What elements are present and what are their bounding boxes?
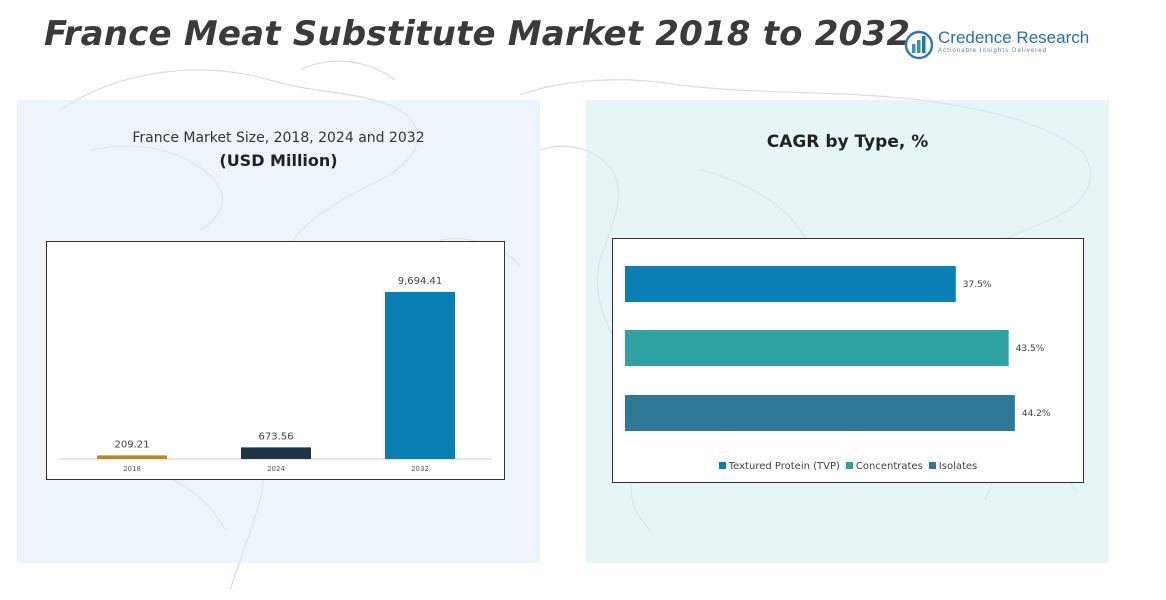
legend-swatch xyxy=(845,462,853,469)
legend-label: Concentrates xyxy=(855,461,923,472)
market-size-bar-chart: 209.21 2018 673.56 2024 9,694.41 2032 xyxy=(59,276,492,473)
market-size-chart: 209.21 2018 673.56 2024 9,694.41 2032 xyxy=(46,241,505,480)
market-size-subtitle: France Market Size, 2018, 2024 and 2032 xyxy=(132,130,425,146)
cagr-title: CAGR by Type, % xyxy=(766,132,929,152)
legend-item-concentrates: Concentrates xyxy=(845,461,923,472)
tick-label-2018: 2018 xyxy=(123,465,141,473)
cagr-bar-chart: 37.5% 43.5% 44.2% xyxy=(625,266,1051,431)
logo-name: Credence Research xyxy=(938,28,1090,47)
legend-item-isolates: Isolates xyxy=(928,461,978,472)
tick-label-2032: 2032 xyxy=(411,465,429,473)
logo-tagline: Actionable Insights Delivered xyxy=(938,48,1048,54)
bar-2018 xyxy=(97,455,167,459)
market-size-unit: (USD Million) xyxy=(219,151,338,170)
data-label-2018: 209.21 xyxy=(115,439,150,450)
data-label-textured-protein-tvp-: 37.5% xyxy=(963,280,992,290)
bar-isolates xyxy=(625,395,1015,431)
data-label-2032: 9,694.41 xyxy=(398,276,443,287)
data-label-2024: 673.56 xyxy=(259,431,294,442)
page-title: France Meat Substitute Market 2018 to 20… xyxy=(44,14,911,54)
cagr-chart: 37.5% 43.5% 44.2% Textured Protein (TVP) Co… xyxy=(612,238,1084,483)
bar-chart-logo-icon xyxy=(904,30,934,60)
legend-label: Textured Protein (TVP) xyxy=(728,461,840,472)
legend-swatch xyxy=(928,462,936,469)
data-label-isolates: 44.2% xyxy=(1022,409,1051,419)
bar-2024 xyxy=(241,447,311,459)
bar-textured-protein-tvp- xyxy=(625,266,956,302)
bar-2032 xyxy=(385,291,455,459)
tick-label-2024: 2024 xyxy=(267,465,285,473)
legend-swatch xyxy=(718,462,726,469)
legend-item-textured-protein-tvp-: Textured Protein (TVP) xyxy=(718,461,840,472)
company-logo: Credence Research Actionable Insights De… xyxy=(904,28,1104,62)
legend-label: Isolates xyxy=(938,461,978,472)
bar-concentrates xyxy=(625,330,1009,366)
data-label-concentrates: 43.5% xyxy=(1016,344,1045,354)
cagr-legend: Textured Protein (TVP) Concentrates Isolat… xyxy=(613,461,1083,472)
